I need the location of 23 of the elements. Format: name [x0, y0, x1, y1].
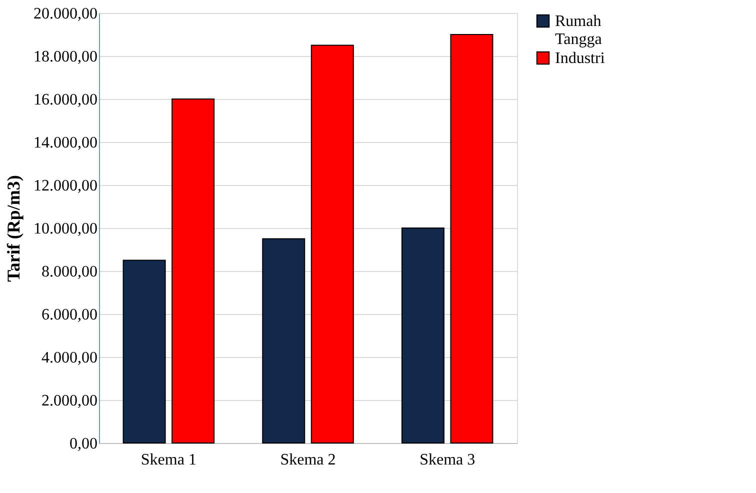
y-tick-label: 0,00 [70, 436, 98, 452]
bar [122, 260, 166, 444]
bar [172, 98, 215, 444]
y-tick-label: 14.000,00 [34, 134, 98, 152]
y-tick-label: 8.000,00 [42, 264, 98, 280]
y-axis-title: Tarif (Rp/m3) [4, 175, 24, 282]
x-tick-label: Skema 2 [280, 452, 336, 468]
y-tick-label: 12.000,00 [34, 178, 98, 194]
x-tick-label: Skema 3 [420, 452, 476, 468]
y-tick-label: 10.000,00 [34, 220, 98, 238]
bar [262, 238, 306, 444]
legend-label: Rumah Tangga [555, 13, 602, 48]
y-tick-label: 18.000,00 [34, 48, 98, 66]
legend-label: Industri [555, 50, 606, 67]
x-tick-label: Skema 1 [140, 452, 196, 468]
y-tick-label: 2.000,00 [42, 392, 98, 410]
y-tick-label: 16.000,00 [34, 92, 98, 108]
bar [310, 44, 354, 444]
bar [401, 228, 444, 444]
y-tick-label: 4.000,00 [42, 350, 98, 366]
y-tick-label: 6.000,00 [42, 306, 98, 324]
y-tick-label: 20.000,00 [34, 6, 98, 22]
bar [450, 34, 494, 444]
